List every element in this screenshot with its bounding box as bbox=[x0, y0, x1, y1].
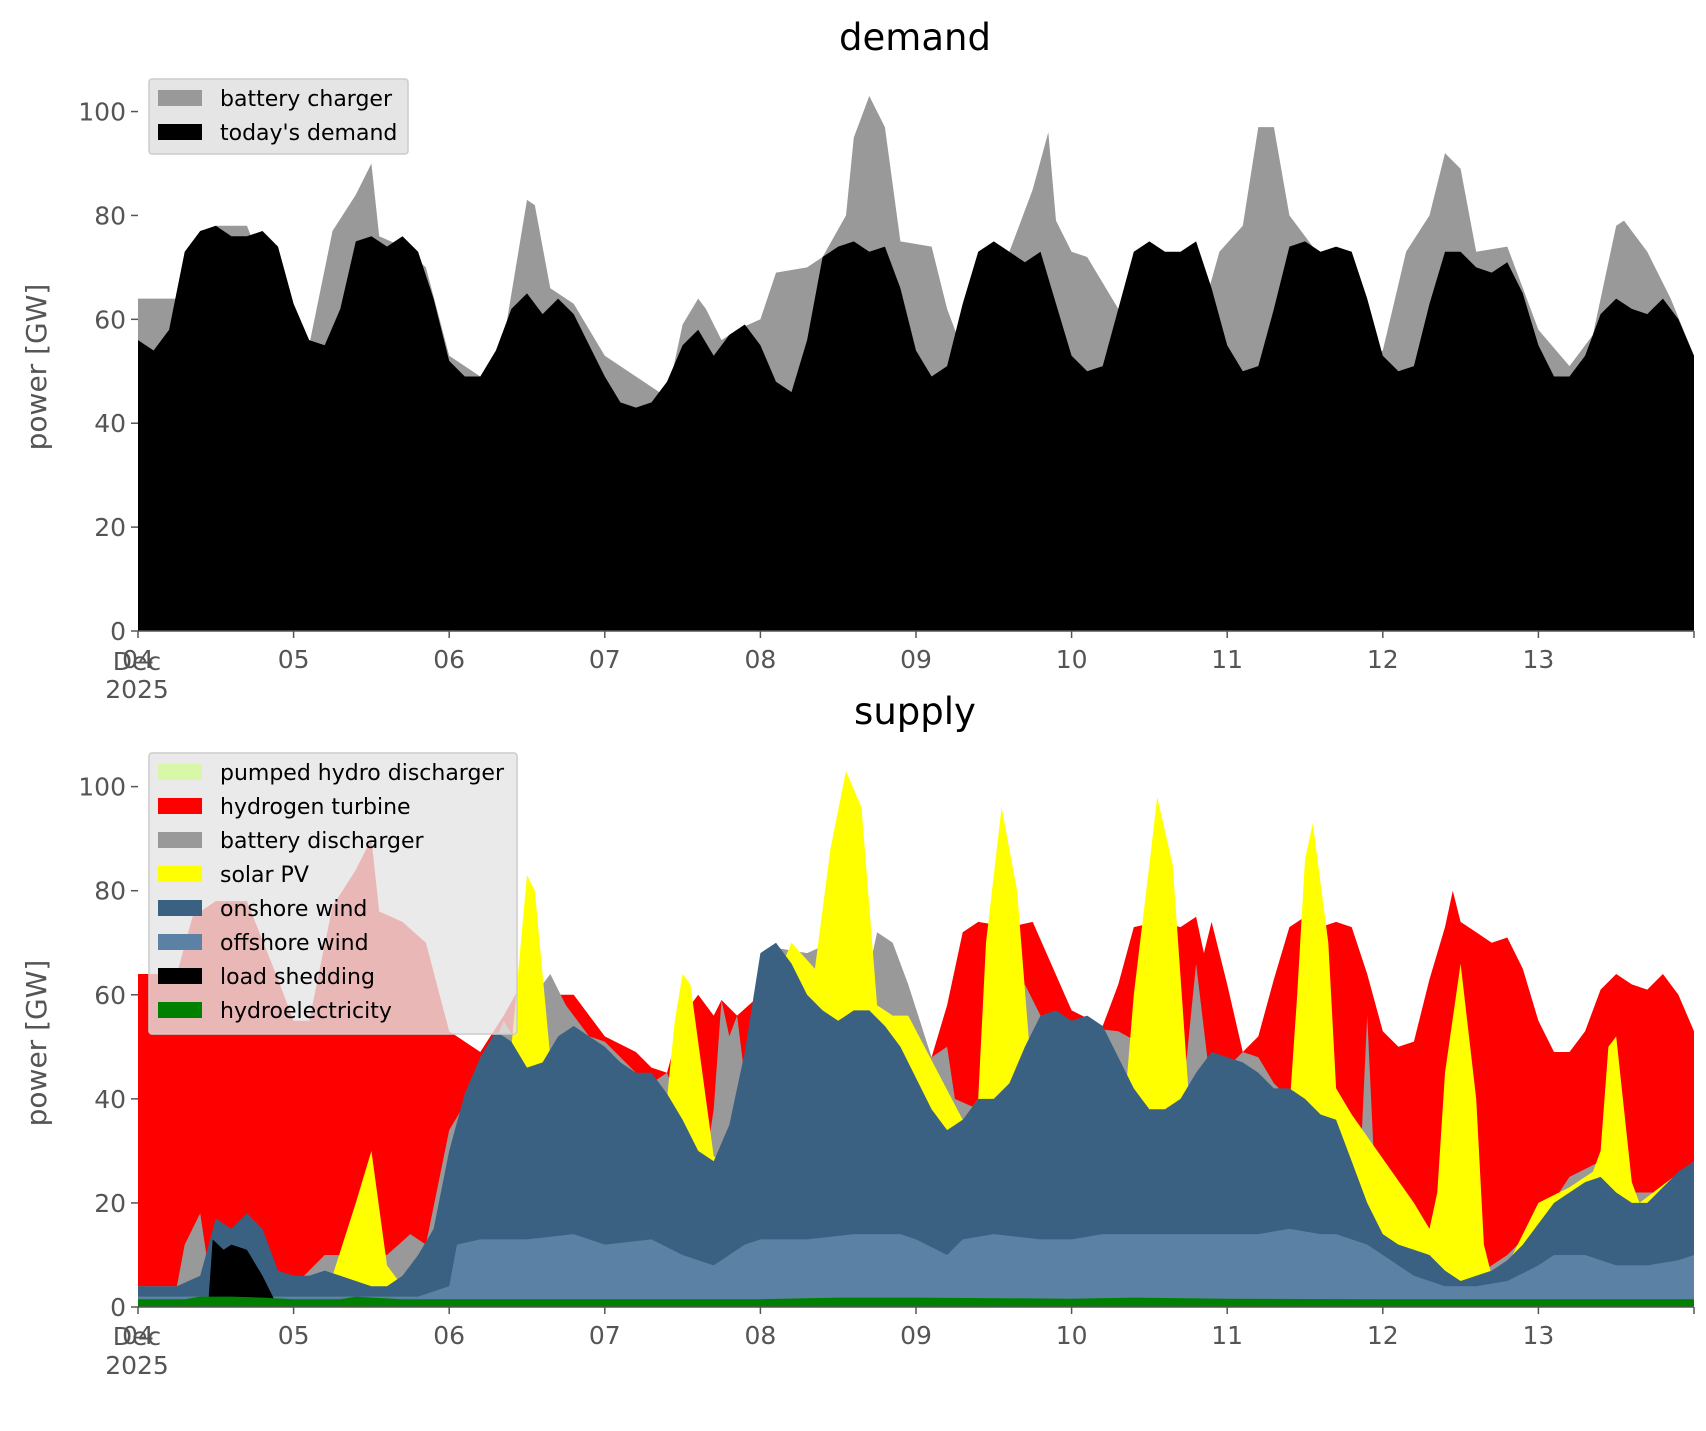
supply-title: supply bbox=[854, 690, 976, 733]
x-tick-label: 10 bbox=[1056, 645, 1088, 674]
area-onshore-wind bbox=[138, 942, 1694, 1307]
demand-axes: 0 20 40 60 80 100 04 05 06 07 08 09 10 11 12 13 bbox=[78, 98, 1695, 674]
x-tick-label: 08 bbox=[744, 645, 776, 674]
y-tick-label: 0 bbox=[110, 617, 126, 646]
x-tick-label: 05 bbox=[278, 1321, 310, 1350]
demand-title: demand bbox=[839, 16, 991, 59]
supply-x-month-label: Dec bbox=[113, 1322, 161, 1351]
legend-swatch-battery-discharger bbox=[158, 832, 202, 848]
x-tick-label: 09 bbox=[900, 645, 932, 674]
legend-swatch-battery-charger bbox=[158, 90, 202, 106]
y-tick-label: 20 bbox=[94, 1189, 126, 1218]
x-tick-label: 06 bbox=[433, 1321, 465, 1350]
y-tick-label: 40 bbox=[94, 1085, 126, 1114]
legend-swatch-hydrogen-turbine bbox=[158, 798, 202, 814]
supply-areas bbox=[138, 771, 1694, 1307]
x-tick-label: 07 bbox=[589, 645, 621, 674]
demand-legend: battery charger today's demand bbox=[148, 78, 409, 155]
demand-panel: demand power [GW] 0 20 40 60 80 100 04 05 06 07 08… bbox=[20, 16, 1695, 704]
y-tick-label: 60 bbox=[94, 981, 126, 1010]
supply-x-year-label: 2025 bbox=[105, 1351, 169, 1380]
area-load-shedding bbox=[208, 1239, 278, 1307]
y-tick-label: 80 bbox=[94, 201, 126, 230]
area-today-s-demand bbox=[138, 225, 1694, 632]
legend-swatch-pumped-hydro-discharger bbox=[158, 764, 202, 780]
demand-areas bbox=[138, 96, 1694, 632]
legend-label-onshore-wind: onshore wind bbox=[220, 897, 367, 922]
legend-label-offshore-wind: offshore wind bbox=[220, 931, 369, 956]
x-tick-label: 11 bbox=[1211, 1321, 1243, 1350]
demand-y-axis-label: power [GW] bbox=[20, 284, 53, 451]
supply-legend: pumped hydro discharger hydrogen turbine… bbox=[148, 752, 518, 1035]
legend-label-load-shedding: load shedding bbox=[220, 965, 375, 990]
y-tick-label: 60 bbox=[94, 305, 126, 334]
x-tick-label: 10 bbox=[1056, 1321, 1088, 1350]
x-tick-label: 08 bbox=[744, 1321, 776, 1350]
legend-label-todays-demand: today's demand bbox=[220, 121, 397, 146]
x-tick-label: 13 bbox=[1522, 1321, 1554, 1350]
supply-panel: supply power [GW] 0 20 40 60 80 100 04 05 06 07 08… bbox=[20, 690, 1695, 1380]
y-tick-label: 40 bbox=[94, 409, 126, 438]
legend-label-hydroelectricity: hydroelectricity bbox=[220, 999, 392, 1024]
legend-label-battery-charger: battery charger bbox=[220, 87, 393, 112]
area-offshore-wind bbox=[138, 1228, 1694, 1307]
demand-x-year-label: 2025 bbox=[105, 675, 169, 704]
legend-label-pumped-hydro-discharger: pumped hydro discharger bbox=[220, 761, 505, 786]
legend-swatch-offshore-wind bbox=[158, 934, 202, 950]
x-tick-label: 05 bbox=[278, 645, 310, 674]
legend-label-solar-pv: solar PV bbox=[220, 863, 309, 888]
x-tick-label: 04 bbox=[122, 645, 154, 674]
legend-swatch-todays-demand bbox=[158, 124, 202, 140]
y-tick-label: 80 bbox=[94, 877, 126, 906]
legend-swatch-onshore-wind bbox=[158, 900, 202, 916]
area-hydroelectricity bbox=[138, 1296, 1694, 1307]
supply-axes: 0 20 40 60 80 100 04 05 06 07 08 09 10 11 12 13 bbox=[78, 773, 1695, 1350]
legend-label-battery-discharger: battery discharger bbox=[220, 829, 425, 854]
y-tick-label: 100 bbox=[78, 98, 126, 127]
y-tick-label: 20 bbox=[94, 513, 126, 542]
y-tick-label: 0 bbox=[110, 1293, 126, 1322]
supply-legend-box bbox=[148, 752, 518, 1035]
x-tick-label: 06 bbox=[433, 645, 465, 674]
x-tick-label: 09 bbox=[900, 1321, 932, 1350]
legend-swatch-hydroelectricity bbox=[158, 1002, 202, 1018]
y-tick-label: 100 bbox=[78, 773, 126, 802]
demand-x-month-label: Dec bbox=[113, 647, 161, 676]
x-tick-label: 04 bbox=[122, 1321, 154, 1350]
demand-legend-box bbox=[148, 78, 409, 155]
legend-swatch-solar-pv bbox=[158, 866, 202, 882]
x-tick-label: 13 bbox=[1522, 645, 1554, 674]
x-tick-label: 12 bbox=[1367, 1321, 1399, 1350]
supply-y-axis-label: power [GW] bbox=[20, 960, 53, 1127]
x-tick-label: 12 bbox=[1367, 645, 1399, 674]
x-tick-label: 11 bbox=[1211, 645, 1243, 674]
x-tick-label: 07 bbox=[589, 1321, 621, 1350]
legend-swatch-load-shedding bbox=[158, 968, 202, 984]
legend-label-hydrogen-turbine: hydrogen turbine bbox=[220, 795, 411, 820]
